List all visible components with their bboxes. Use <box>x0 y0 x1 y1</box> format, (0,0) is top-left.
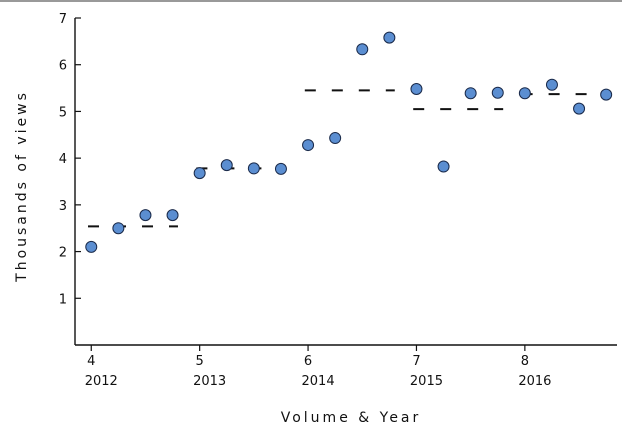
data-point <box>356 43 369 56</box>
x-tick-label-year: 2013 <box>193 374 226 389</box>
data-point <box>383 31 396 44</box>
x-tick-label-year: 2015 <box>410 374 443 389</box>
x-tick-label-year: 2016 <box>518 374 551 389</box>
x-tick-label-year: 2014 <box>302 374 335 389</box>
x-tick-label-year: 2012 <box>85 374 118 389</box>
data-point <box>573 102 586 115</box>
y-tick-label: 3 <box>59 199 67 214</box>
data-point <box>410 83 423 96</box>
data-point <box>600 88 613 101</box>
data-point <box>518 87 531 100</box>
mean-lines <box>88 89 612 228</box>
data-point <box>193 167 206 180</box>
x-tick-label-volume: 8 <box>521 354 529 369</box>
data-point <box>545 78 558 91</box>
data-point <box>85 240 98 253</box>
data-point <box>437 160 450 173</box>
y-tick-label: 4 <box>59 152 67 167</box>
data-point <box>220 159 233 172</box>
y-tick-label: 1 <box>59 292 67 307</box>
data-point <box>302 139 315 152</box>
x-tick-label-volume: 4 <box>87 354 95 369</box>
x-axis-title: Volume & Year <box>281 410 422 426</box>
axes: 1 2 3 4 5 6 7 4 2012 5 2013 6 2014 7 2015 8 2016 <box>59 12 617 389</box>
data-point <box>329 132 342 145</box>
y-tick-label: 6 <box>59 59 67 74</box>
y-tick-label: 2 <box>59 246 67 261</box>
data-point <box>491 86 504 99</box>
data-points <box>85 31 613 253</box>
data-point <box>274 162 287 175</box>
data-point <box>112 222 125 235</box>
x-tick-label-volume: 7 <box>412 354 420 369</box>
x-tick-label-volume: 6 <box>304 354 312 369</box>
data-point <box>247 162 260 175</box>
y-tick-label: 7 <box>59 12 67 27</box>
data-point <box>464 87 477 100</box>
x-tick-label-volume: 5 <box>196 354 204 369</box>
data-point <box>139 209 152 222</box>
y-axis-title: Thousands of views <box>14 90 30 283</box>
data-point <box>166 209 179 222</box>
y-tick-label: 5 <box>59 105 67 120</box>
